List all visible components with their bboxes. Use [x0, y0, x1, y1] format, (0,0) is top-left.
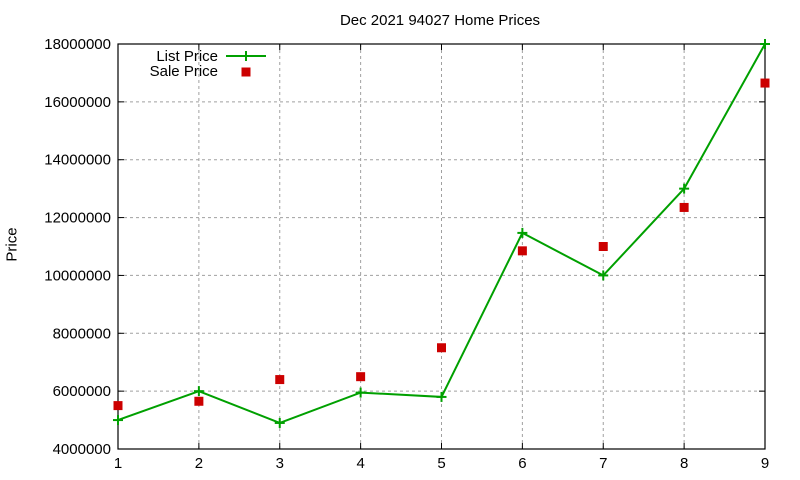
y-tick-label: 8000000	[53, 325, 111, 342]
grid-lines	[118, 44, 765, 449]
x-tick-label: 9	[761, 455, 769, 472]
series-list-price	[113, 39, 770, 428]
x-tick-label: 4	[356, 455, 364, 472]
square-marker	[437, 343, 446, 353]
legend-label: List Price	[156, 48, 218, 65]
x-tick-label: 7	[599, 455, 607, 472]
square-marker	[760, 78, 770, 88]
square-marker	[194, 396, 204, 406]
y-tick-label: 10000000	[44, 267, 111, 284]
square-marker	[598, 242, 608, 251]
square-marker	[113, 401, 123, 411]
x-tick-label: 6	[518, 455, 526, 472]
x-tick-label: 3	[276, 455, 284, 472]
square-marker	[679, 202, 689, 212]
square-marker	[517, 246, 527, 256]
axes	[117, 43, 766, 450]
legend-label: Sale Price	[150, 63, 218, 80]
y-tick-label: 14000000	[44, 152, 111, 169]
y-tick-label: 18000000	[44, 36, 111, 53]
series-sale-price	[113, 78, 770, 411]
y-tick-label: 16000000	[44, 94, 111, 111]
square-marker	[356, 372, 366, 382]
plot-border	[117, 43, 766, 450]
data-series	[113, 39, 770, 428]
square-marker	[275, 375, 285, 385]
x-tick-label: 1	[114, 455, 122, 472]
square-marker	[241, 67, 251, 77]
x-tick-label: 8	[680, 455, 688, 472]
tick-labels: 1 2 3 4 5 6 7 8 9 4000000 6000000 8000000 10000000 12…	[44, 36, 769, 472]
y-tick-label: 4000000	[53, 441, 111, 458]
chart-title: Dec 2021 94027 Home Prices	[339, 12, 541, 29]
y-tick-label: 6000000	[53, 383, 111, 400]
y-tick-label: 12000000	[44, 210, 111, 227]
x-tick-label: 2	[195, 455, 203, 472]
x-tick-label: 5	[437, 455, 445, 472]
